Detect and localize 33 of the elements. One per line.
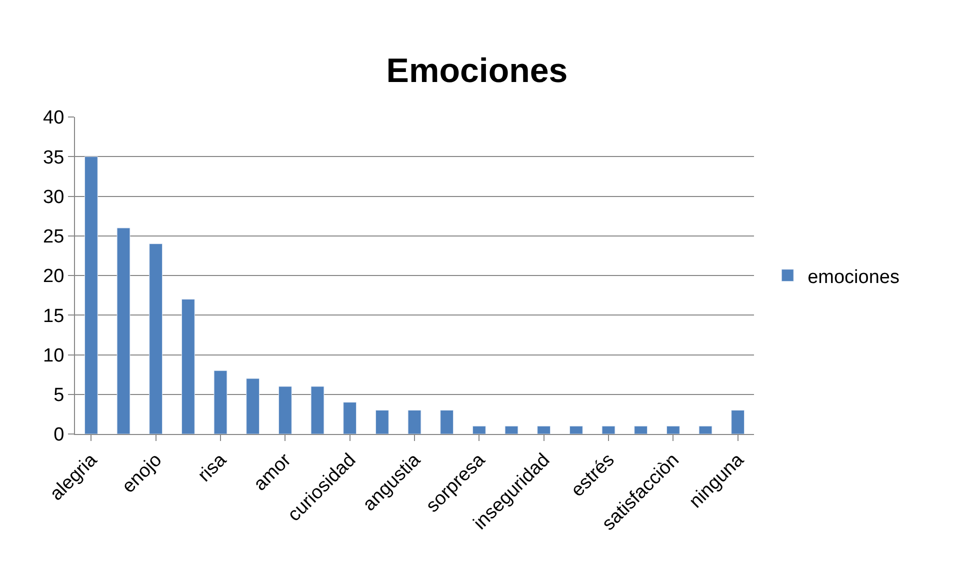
bar (666, 426, 680, 434)
y-tick-label: 35 (43, 147, 64, 168)
y-tick-label: 20 (43, 266, 64, 288)
bar (440, 410, 454, 434)
y-tick-label: 30 (43, 186, 64, 208)
bar (375, 410, 389, 434)
chart-title: Emociones (386, 52, 568, 90)
bar (246, 378, 260, 434)
bar (310, 386, 324, 434)
y-tick-label: 5 (54, 385, 64, 406)
y-tick-label: 40 (43, 108, 64, 129)
bar (504, 426, 518, 434)
x-tick-label: risa (194, 449, 232, 486)
bar (634, 426, 648, 434)
bar (149, 244, 163, 434)
bar (408, 410, 422, 434)
bar (214, 370, 228, 434)
legend-label: emociones (808, 266, 900, 288)
bar (698, 426, 712, 434)
bar (537, 426, 551, 434)
bar (731, 410, 745, 434)
bar (343, 402, 357, 434)
y-tick-label: 10 (43, 345, 64, 366)
y-tick-label: 0 (54, 424, 64, 446)
bar (116, 228, 130, 434)
bar (278, 386, 292, 434)
bar (472, 426, 486, 434)
bar (602, 426, 616, 434)
bar (84, 156, 98, 434)
bar (569, 426, 583, 434)
y-tick-label: 15 (43, 306, 64, 327)
y-tick-label: 25 (43, 226, 64, 248)
bar (181, 299, 195, 434)
